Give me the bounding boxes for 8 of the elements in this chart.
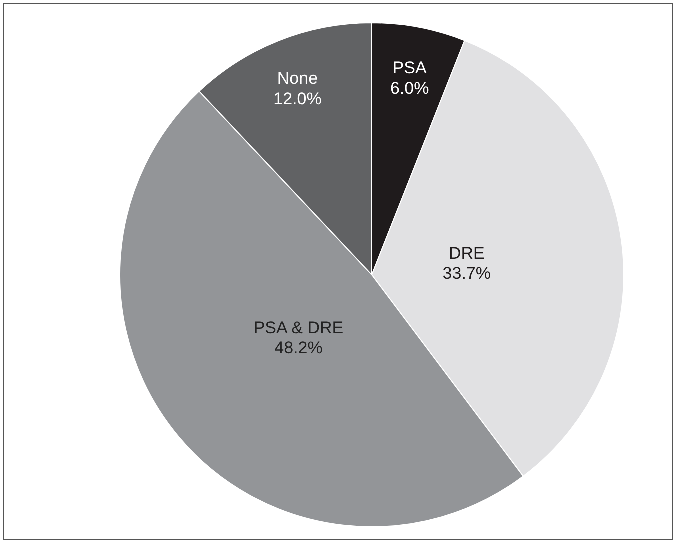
slice-label: DRE [448,244,485,263]
slice-label: PSA [392,58,428,78]
data-label: 33.7% [442,264,492,284]
data-label: 6.0% [390,78,430,98]
slice-label: None [277,69,318,88]
data-label: 12.0% [274,90,322,109]
slice-label: PSA & DRE [254,318,344,338]
data-label: 48.2% [274,338,323,358]
